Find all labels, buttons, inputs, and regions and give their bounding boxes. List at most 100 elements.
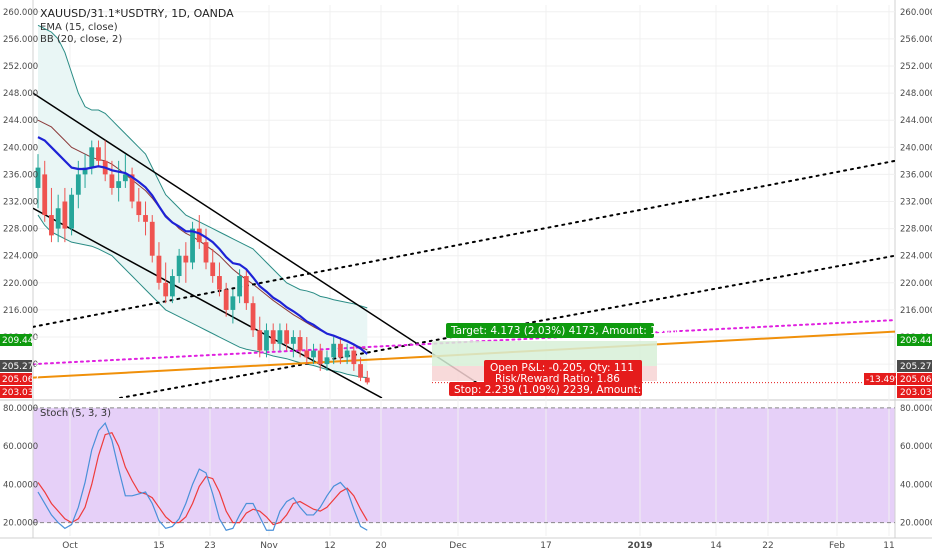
candle[interactable] <box>42 160 48 222</box>
channel-upper-line[interactable] <box>33 92 491 392</box>
left-tag-green-box <box>0 334 32 346</box>
candle[interactable] <box>284 323 290 351</box>
candle[interactable] <box>331 337 337 365</box>
stoch-lines[interactable] <box>33 407 895 531</box>
target-label-box[interactable] <box>446 323 654 338</box>
candle[interactable] <box>122 154 128 188</box>
candle[interactable] <box>257 316 263 358</box>
candle[interactable] <box>358 357 363 382</box>
candle[interactable] <box>129 167 135 209</box>
candle[interactable] <box>277 323 283 351</box>
candle[interactable] <box>136 187 142 222</box>
candle[interactable] <box>62 187 68 243</box>
time-tick: 11 <box>883 541 894 550</box>
candle[interactable] <box>183 242 189 283</box>
price-tick-right: 224.000 <box>900 252 932 262</box>
candle[interactable] <box>196 215 202 249</box>
candle-body <box>69 194 74 229</box>
legend[interactable]: XAUUSD/31.1*USDTRY, 1D, OANDA EMA (15, c… <box>40 7 234 419</box>
candle-body <box>196 228 202 243</box>
candle[interactable] <box>109 160 115 195</box>
candle-body <box>49 215 54 236</box>
candle[interactable] <box>311 343 316 365</box>
candle[interactable] <box>237 269 242 304</box>
right-price-tags: 209.445 205.272 -13.49% 205.067 203.033 <box>864 334 932 398</box>
right-pct-tag: -13.49% <box>866 375 904 385</box>
candle-body <box>62 201 68 229</box>
stoch-tick-right: 80.0000 <box>900 404 932 414</box>
candle[interactable] <box>324 350 330 371</box>
pnl-label-box[interactable] <box>484 360 642 384</box>
candle-body <box>311 350 316 358</box>
candle[interactable] <box>290 330 296 358</box>
candle[interactable] <box>270 323 276 351</box>
candle[interactable] <box>176 248 182 283</box>
candle[interactable] <box>149 215 155 263</box>
bb-lower-line[interactable] <box>37 214 368 379</box>
stop-label-box[interactable] <box>449 382 642 396</box>
candle[interactable] <box>156 242 162 290</box>
candle-body <box>143 215 148 222</box>
candle-body <box>338 343 343 358</box>
candle-body <box>290 337 296 344</box>
right-tag-red2: 203.033 <box>900 388 932 398</box>
stoch-k-line[interactable] <box>37 421 368 531</box>
stoch-d-line[interactable] <box>37 431 368 526</box>
candle[interactable] <box>35 154 41 209</box>
candle[interactable] <box>170 269 175 304</box>
bb-upper-line[interactable] <box>37 24 368 309</box>
left-price-tags: 209.445 205.272 205.067 203.033 <box>0 334 39 398</box>
time-tick: 23 <box>204 541 215 550</box>
candle[interactable] <box>344 343 350 365</box>
candle[interactable] <box>82 154 88 188</box>
price-tick-right: 236.000 <box>900 170 932 180</box>
candle[interactable] <box>243 269 249 310</box>
candle[interactable] <box>163 262 169 304</box>
ema-legend: EMA (15, close) <box>40 22 118 33</box>
candle-body <box>82 167 88 175</box>
right-tag-dark-box <box>897 360 932 372</box>
candle-body <box>203 242 209 263</box>
candle[interactable] <box>190 221 195 270</box>
candle[interactable] <box>210 248 216 283</box>
candle[interactable] <box>96 140 101 168</box>
candle-body <box>89 147 95 168</box>
candle[interactable] <box>143 201 148 236</box>
position-tool[interactable]: Target: 4.173 (2.03%) 4173, Amount: 1463… <box>432 323 687 396</box>
candle[interactable] <box>217 262 222 297</box>
candle[interactable] <box>297 330 303 358</box>
ema-line[interactable] <box>37 136 368 355</box>
candle[interactable] <box>69 187 74 236</box>
target-label: Target: 4.173 (2.03%) 4173, Amount: 1463… <box>450 325 687 337</box>
price-tick-right: 240.000 <box>900 143 932 153</box>
candle[interactable] <box>364 370 370 385</box>
candle-body <box>344 350 350 358</box>
candle-body <box>136 201 142 216</box>
candle[interactable] <box>304 337 310 365</box>
candle[interactable] <box>89 140 95 175</box>
candle[interactable] <box>223 282 229 317</box>
candle[interactable] <box>317 343 323 371</box>
channel-lower-line[interactable] <box>33 207 383 398</box>
candle[interactable] <box>338 337 343 365</box>
dotted-trendline-upper[interactable] <box>33 159 895 328</box>
price-tick-left: 216.000 <box>3 306 38 316</box>
stoch-tick-left: 40.0000 <box>3 480 38 490</box>
candle[interactable] <box>351 343 357 371</box>
candle[interactable] <box>203 228 209 270</box>
candle-body <box>317 350 323 365</box>
candle[interactable] <box>55 194 61 243</box>
candle[interactable] <box>49 187 54 243</box>
candle[interactable] <box>264 323 269 358</box>
right-tag-green: 209.445 <box>900 336 932 346</box>
price-pane[interactable] <box>33 24 895 398</box>
candle[interactable] <box>116 160 122 202</box>
candle-body <box>351 350 357 365</box>
candle-body <box>237 276 242 297</box>
candle[interactable] <box>250 296 256 338</box>
price-tick-left: 240.000 <box>3 143 38 153</box>
candle-body <box>190 228 195 263</box>
candle[interactable] <box>230 289 236 324</box>
